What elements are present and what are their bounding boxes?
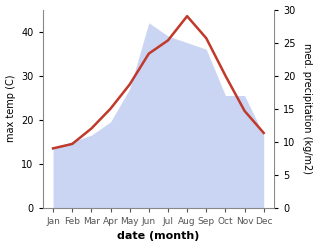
Y-axis label: max temp (C): max temp (C): [5, 75, 16, 143]
Y-axis label: med. precipitation (kg/m2): med. precipitation (kg/m2): [302, 43, 313, 174]
X-axis label: date (month): date (month): [117, 231, 200, 242]
